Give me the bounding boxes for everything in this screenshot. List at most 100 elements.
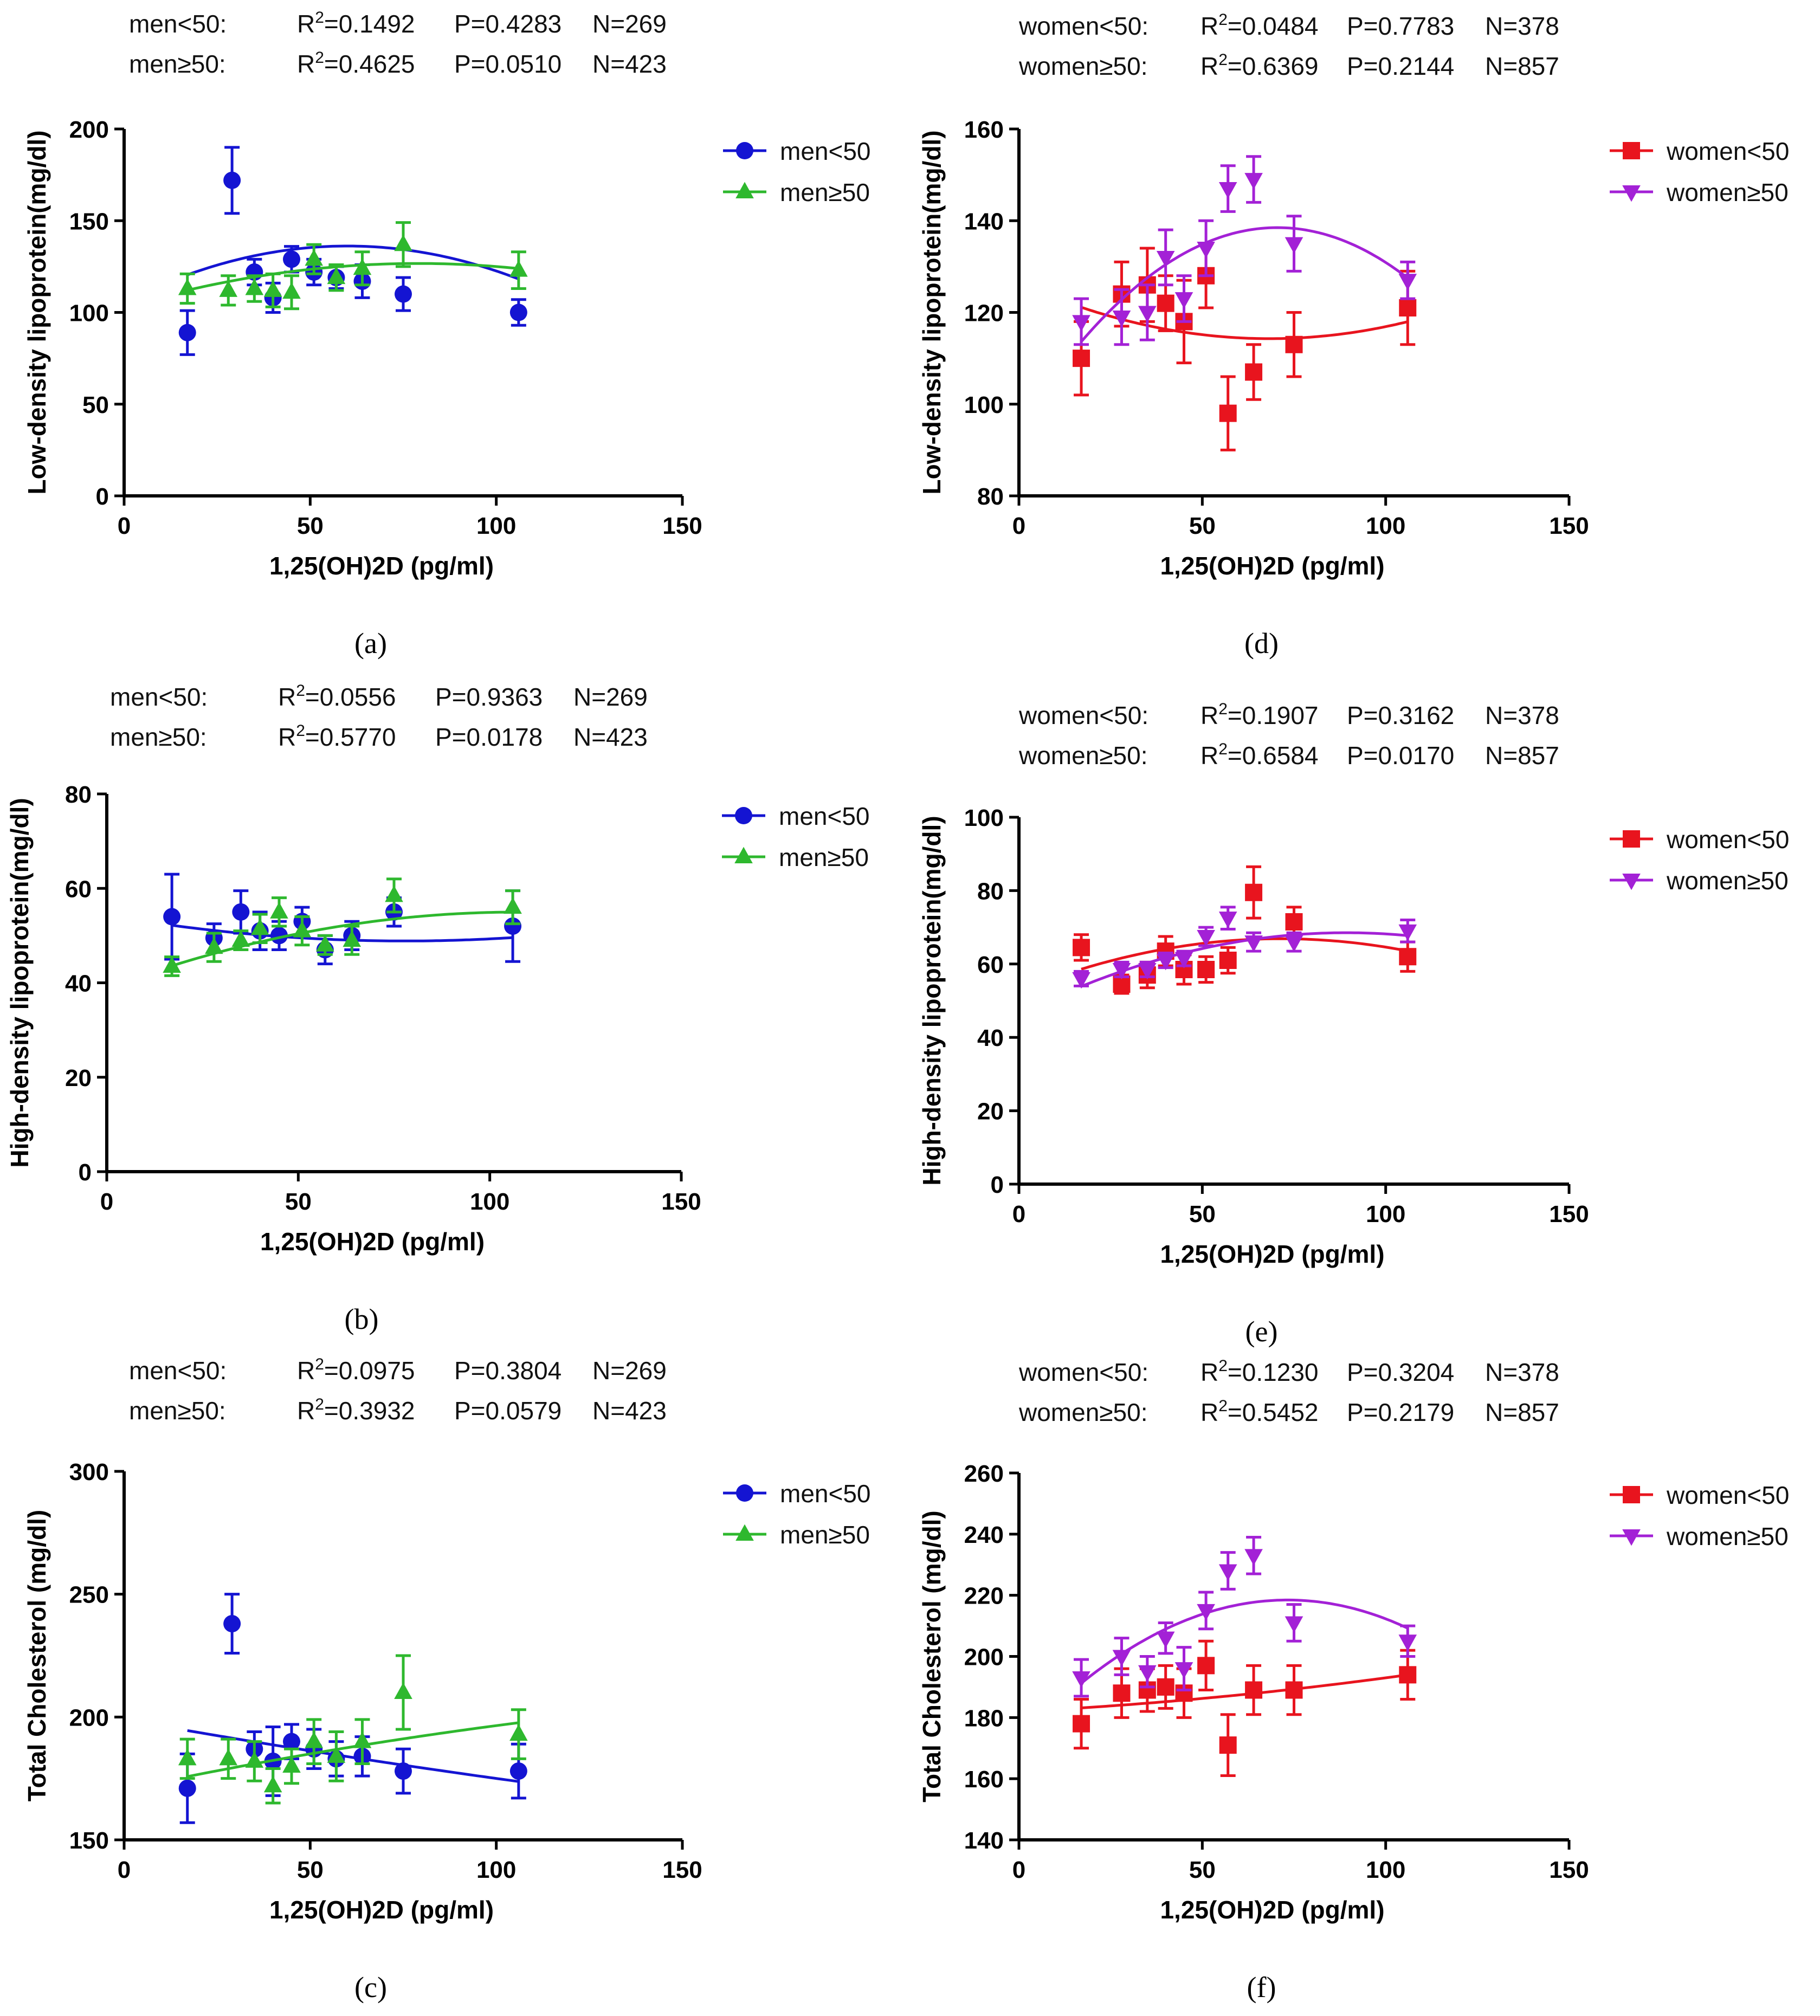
- series-women≥50: [1072, 906, 1417, 989]
- panel-letter: (e): [1245, 1315, 1278, 1348]
- panel-letter: (a): [354, 627, 387, 660]
- data-point: [1174, 292, 1193, 309]
- y-tick-label: 20: [65, 1065, 92, 1091]
- data-point: [282, 1756, 301, 1773]
- legend-label: men≥50: [779, 843, 869, 871]
- data-point: [178, 324, 196, 341]
- data-point: [1219, 404, 1237, 422]
- y-axis-label: Total Cholesterol (mg/dl): [23, 1510, 51, 1801]
- x-axis-label: 1,25(OH)2D (pg/ml): [1160, 552, 1384, 580]
- data-point: [1138, 1665, 1157, 1682]
- data-point: [232, 903, 250, 921]
- legend-marker: [1623, 830, 1640, 848]
- x-tick-label: 150: [661, 1188, 701, 1215]
- y-tick-label: 80: [65, 781, 92, 808]
- stats-r2-value: =0.0975: [324, 1356, 415, 1385]
- fit-curve: [1081, 1673, 1408, 1709]
- fit-curve: [1081, 931, 1408, 988]
- data-point: [1398, 924, 1417, 941]
- y-tick-label: 50: [82, 392, 109, 418]
- stats-group-label: men<50:: [129, 10, 227, 38]
- data-point: [245, 1751, 264, 1768]
- data-point: [1399, 948, 1417, 966]
- legend-entry-men≥50: men≥50: [722, 843, 869, 871]
- legend-marker: [1623, 142, 1640, 159]
- y-tick-label: 0: [79, 1159, 92, 1186]
- y-tick-label: 60: [65, 876, 92, 902]
- data-point: [1112, 1650, 1131, 1666]
- legend-marker: [1622, 1529, 1641, 1546]
- stats-n-value: N=857: [1485, 741, 1559, 770]
- legend-label: women≥50: [1666, 1522, 1789, 1550]
- data-point: [1218, 912, 1237, 928]
- data-point: [1218, 182, 1237, 199]
- data-point: [1285, 913, 1303, 931]
- stats-p-value: P=0.3204: [1347, 1358, 1454, 1386]
- legend-entry-men≥50: men≥50: [723, 1521, 870, 1549]
- data-point: [1197, 930, 1215, 947]
- data-point: [504, 917, 522, 935]
- data-point: [1156, 954, 1175, 971]
- fit-curve: [1080, 226, 1409, 343]
- x-tick-label: 100: [1366, 1201, 1405, 1227]
- stats-r2: R2=0.6584: [1201, 740, 1318, 770]
- data-point: [1244, 1549, 1263, 1566]
- data-point: [1073, 939, 1090, 957]
- series-men<50: [178, 146, 527, 356]
- stats-group-label: women<50:: [1018, 701, 1148, 729]
- data-point: [504, 897, 522, 914]
- series-men<50: [178, 1593, 527, 1824]
- r2-symbol: R: [1201, 741, 1218, 770]
- panel-e: women<50: R2=0.1907 P=0.3162 N=378women≥50:…: [918, 700, 1789, 1348]
- data-point: [263, 1775, 282, 1793]
- r2-superscript: 2: [1218, 700, 1228, 718]
- series-men≥50: [178, 1654, 528, 1805]
- legend-label: men<50: [780, 1479, 871, 1508]
- data-point: [1174, 952, 1193, 969]
- data-point: [1072, 972, 1090, 989]
- stats-p-value: P=0.3162: [1347, 701, 1454, 729]
- data-point: [1156, 1631, 1175, 1649]
- data-point: [1197, 1604, 1215, 1621]
- panel-letter: (d): [1244, 627, 1279, 660]
- panel-letter: (c): [354, 1971, 387, 2004]
- stats-p-value: P=0.2179: [1347, 1398, 1454, 1426]
- r2-symbol: R: [278, 723, 296, 751]
- data-point: [1399, 1666, 1417, 1684]
- data-point: [1197, 1657, 1215, 1675]
- stats-group-label: men≥50:: [129, 1397, 226, 1425]
- r2-superscript: 2: [1218, 51, 1228, 69]
- x-axis-label: 1,25(OH)2D (pg/ml): [260, 1227, 485, 1256]
- data-point: [1156, 250, 1175, 268]
- data-point: [1218, 1564, 1237, 1581]
- x-axis-label: 1,25(OH)2D (pg/ml): [1160, 1896, 1384, 1924]
- data-point: [327, 267, 346, 285]
- stats-r2-value: =0.0484: [1228, 12, 1319, 40]
- y-axis-label: Total Cholesterol (mg/dl): [918, 1510, 946, 1802]
- stats-n-value: N=857: [1485, 1398, 1559, 1426]
- stats-p-value: P=0.0178: [435, 723, 543, 751]
- data-point: [282, 282, 301, 299]
- r2-superscript: 2: [315, 9, 324, 27]
- data-point: [1398, 274, 1417, 290]
- stats-n-value: N=378: [1485, 1358, 1559, 1386]
- legend-entry-women≥50: women≥50: [1610, 1522, 1789, 1550]
- data-point: [1138, 306, 1157, 322]
- r2-symbol: R: [1201, 1398, 1218, 1426]
- y-tick-label: 250: [69, 1582, 109, 1608]
- series-men<50: [163, 873, 522, 966]
- data-point: [1113, 975, 1131, 993]
- x-tick-label: 0: [118, 513, 131, 539]
- x-tick-label: 0: [100, 1188, 113, 1215]
- data-point: [178, 1779, 196, 1797]
- stats-r2-value: =0.1492: [324, 10, 415, 38]
- data-point: [263, 280, 282, 297]
- legend-entry-women≥50: women≥50: [1610, 867, 1789, 895]
- data-point: [1285, 237, 1303, 254]
- legend-label: women<50: [1666, 825, 1789, 854]
- data-point: [1112, 962, 1131, 980]
- y-axis-label: Low-density lipoprotein(mg/dl): [918, 130, 946, 494]
- stats-r2-value: =0.1230: [1228, 1358, 1319, 1386]
- r2-symbol: R: [1201, 1358, 1218, 1386]
